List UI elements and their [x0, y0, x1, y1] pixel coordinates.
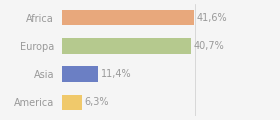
Text: 11,4%: 11,4%	[101, 69, 131, 79]
Text: 6,3%: 6,3%	[84, 97, 109, 107]
Bar	[62, 38, 191, 54]
Bar	[62, 95, 82, 110]
Bar	[62, 66, 98, 82]
Text: 41,6%: 41,6%	[197, 13, 227, 23]
Text: 40,7%: 40,7%	[194, 41, 225, 51]
Bar	[62, 10, 194, 25]
